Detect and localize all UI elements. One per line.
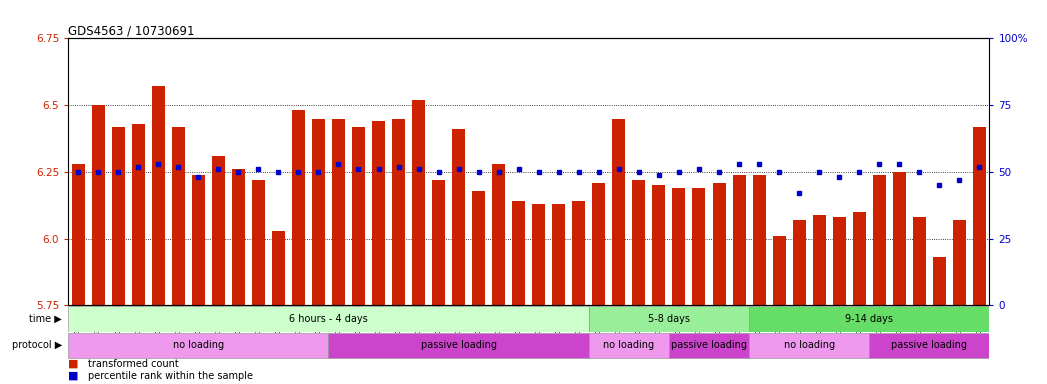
Bar	[713, 182, 726, 305]
Text: passive loading: passive loading	[421, 341, 496, 351]
Text: 9-14 days: 9-14 days	[845, 314, 893, 324]
Bar	[132, 124, 144, 305]
Bar	[913, 217, 926, 305]
Bar	[91, 105, 105, 305]
Text: ■: ■	[68, 371, 79, 381]
Bar	[973, 126, 986, 305]
Bar	[552, 204, 565, 305]
Bar	[672, 188, 686, 305]
Bar	[231, 169, 245, 305]
Bar	[272, 231, 285, 305]
Text: 6 hours - 4 days: 6 hours - 4 days	[289, 314, 367, 324]
Bar	[452, 129, 465, 305]
Bar	[432, 180, 445, 305]
Bar	[612, 119, 625, 305]
Text: ■: ■	[68, 359, 79, 369]
Bar	[413, 100, 425, 305]
Text: passive loading: passive loading	[671, 341, 747, 351]
Bar	[893, 172, 906, 305]
Bar	[669, 333, 749, 358]
Bar	[733, 175, 745, 305]
Bar	[593, 182, 605, 305]
Bar	[773, 236, 785, 305]
Bar	[492, 164, 506, 305]
Bar	[512, 201, 526, 305]
Bar	[152, 86, 164, 305]
Bar	[812, 215, 826, 305]
Text: 5-8 days: 5-8 days	[648, 314, 690, 324]
Bar	[68, 333, 329, 358]
Bar	[332, 119, 344, 305]
Bar	[588, 306, 749, 331]
Bar	[71, 164, 85, 305]
Bar	[632, 180, 645, 305]
Text: protocol ▶: protocol ▶	[12, 341, 62, 351]
Bar	[472, 190, 485, 305]
Bar	[211, 156, 225, 305]
Bar	[832, 217, 846, 305]
Bar	[692, 188, 706, 305]
Bar	[112, 126, 125, 305]
Bar	[749, 306, 989, 331]
Bar	[793, 220, 805, 305]
Bar	[573, 201, 585, 305]
Text: no loading: no loading	[173, 341, 224, 351]
Bar	[873, 175, 886, 305]
Bar	[933, 257, 945, 305]
Bar	[192, 175, 205, 305]
Bar	[352, 126, 365, 305]
Bar	[392, 119, 405, 305]
Text: transformed count: transformed count	[88, 359, 179, 369]
Bar	[953, 220, 966, 305]
Bar	[292, 111, 305, 305]
Text: time ▶: time ▶	[29, 314, 62, 324]
Bar	[372, 121, 385, 305]
Text: no loading: no loading	[603, 341, 654, 351]
Bar	[652, 185, 666, 305]
Bar	[588, 333, 669, 358]
Bar	[68, 306, 588, 331]
Bar	[753, 175, 765, 305]
Bar	[852, 212, 866, 305]
Bar	[252, 180, 265, 305]
Bar	[312, 119, 325, 305]
Text: no loading: no loading	[783, 341, 834, 351]
Bar	[869, 333, 989, 358]
Bar	[172, 126, 184, 305]
Bar	[532, 204, 545, 305]
Text: percentile rank within the sample: percentile rank within the sample	[88, 371, 253, 381]
Text: passive loading: passive loading	[891, 341, 967, 351]
Bar	[329, 333, 588, 358]
Text: GDS4563 / 10730691: GDS4563 / 10730691	[68, 24, 195, 37]
Bar	[749, 333, 869, 358]
